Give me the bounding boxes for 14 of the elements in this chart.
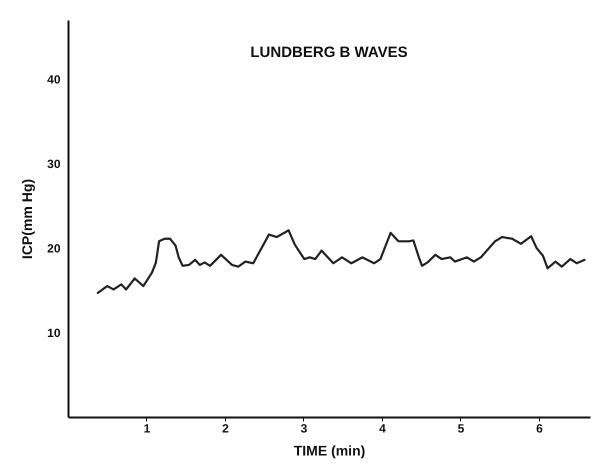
x-tick-label: 4 xyxy=(379,422,386,436)
x-axis-title: TIME (min) xyxy=(294,442,366,458)
y-tick-label: 20 xyxy=(47,242,61,256)
y-tick-label: 40 xyxy=(47,72,61,87)
y-tick-label: 10 xyxy=(47,326,61,340)
text: LUNDBERG B WAVES xyxy=(250,44,408,61)
x-tick-label: 2 xyxy=(222,422,230,436)
x-tick-label: 6 xyxy=(536,422,544,436)
x-tick-label: 5 xyxy=(458,422,465,436)
y-axis-title: ICP(mm Hg) xyxy=(19,178,36,260)
y-tick-label: 30 xyxy=(47,157,61,172)
line-series xyxy=(96,229,586,294)
x-tick-label: 1 xyxy=(144,422,151,436)
x-tick-label: 3 xyxy=(300,422,308,436)
